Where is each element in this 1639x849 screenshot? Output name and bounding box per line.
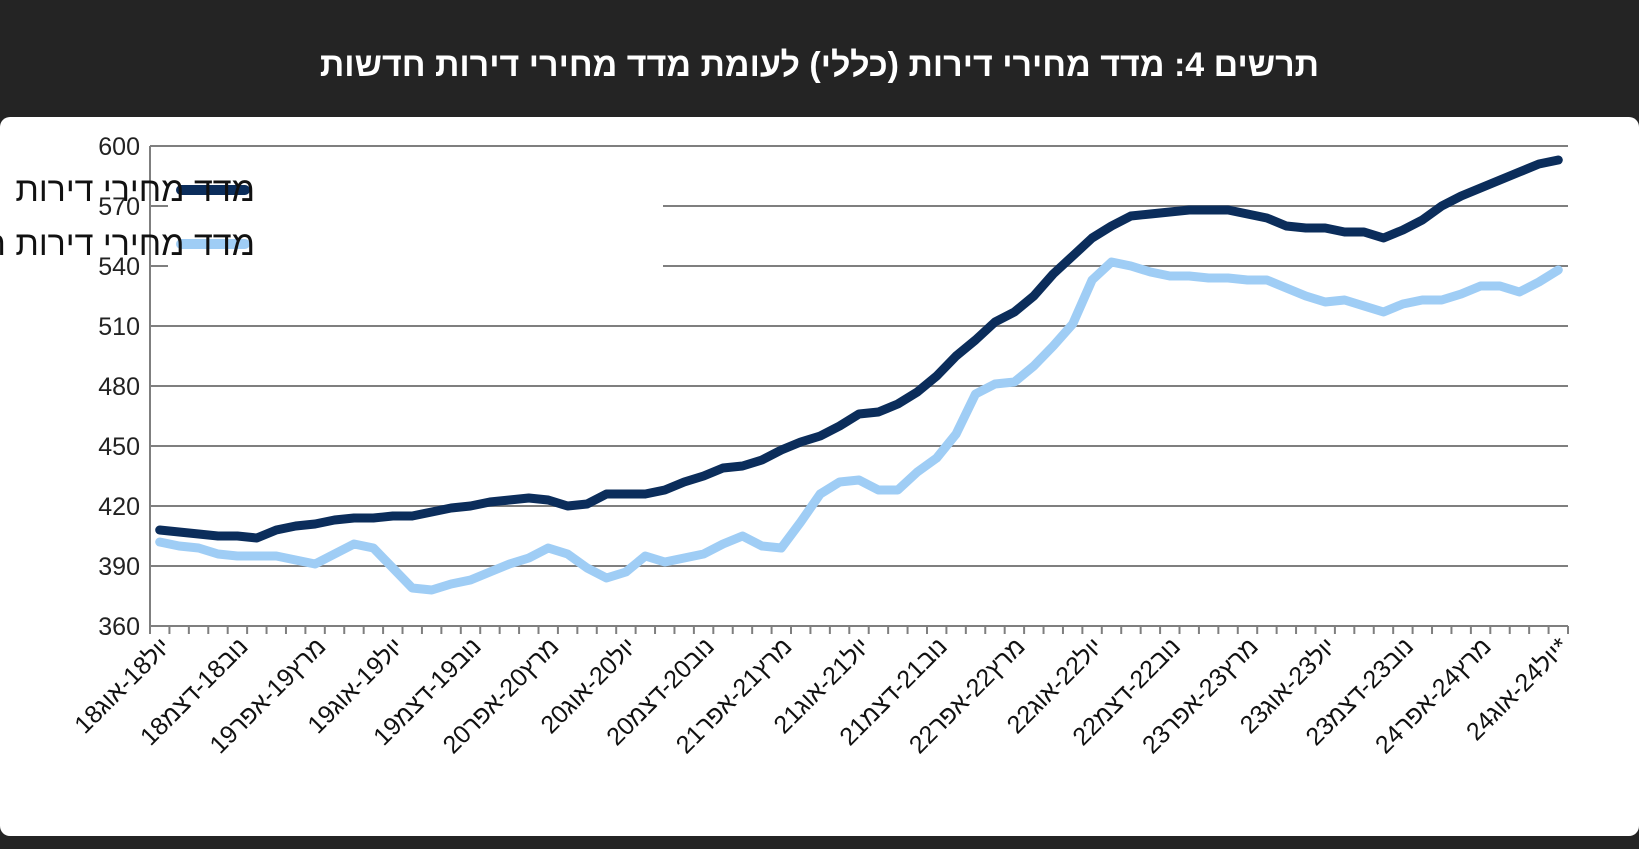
y-tick-label: 360 xyxy=(98,613,140,641)
legend-label-series-0: מדד מחירי דירות xyxy=(15,171,255,209)
y-tick-label: 420 xyxy=(98,493,140,521)
y-tick-label: 600 xyxy=(98,133,140,161)
chart-title: תרשים 4: מדד מחירי דירות (כללי) לעומת מד… xyxy=(319,46,1320,84)
y-tick-label: 480 xyxy=(98,373,140,401)
series-lines xyxy=(155,155,1563,595)
y-tick-label: 450 xyxy=(98,433,140,461)
y-axis-ticks: 360 390 420 450 480 510 540 570 600 xyxy=(98,133,140,641)
x-axis-ticks: יול18-אוג18נוב18-דצמ18מרץ19-אפר19יול19-א… xyxy=(69,632,1575,759)
y-tick-label: 510 xyxy=(98,313,140,341)
axes xyxy=(149,146,1569,634)
legend-label-series-1: מדד מחירי דירות חדשות xyxy=(0,225,255,263)
y-tick-label: 390 xyxy=(98,553,140,581)
series-line-1 xyxy=(155,257,1563,595)
header-bar: תרשים 4: מדד מחירי דירות (כללי) לעומת מד… xyxy=(0,0,1639,115)
legend: מדד מחירי דירות מדד מחירי דירות חדשות xyxy=(0,160,663,267)
legend-background xyxy=(168,160,663,267)
y-tick-label: 540 xyxy=(98,253,140,281)
series-line-0 xyxy=(155,155,1563,543)
y-tick-label: 570 xyxy=(98,193,140,221)
